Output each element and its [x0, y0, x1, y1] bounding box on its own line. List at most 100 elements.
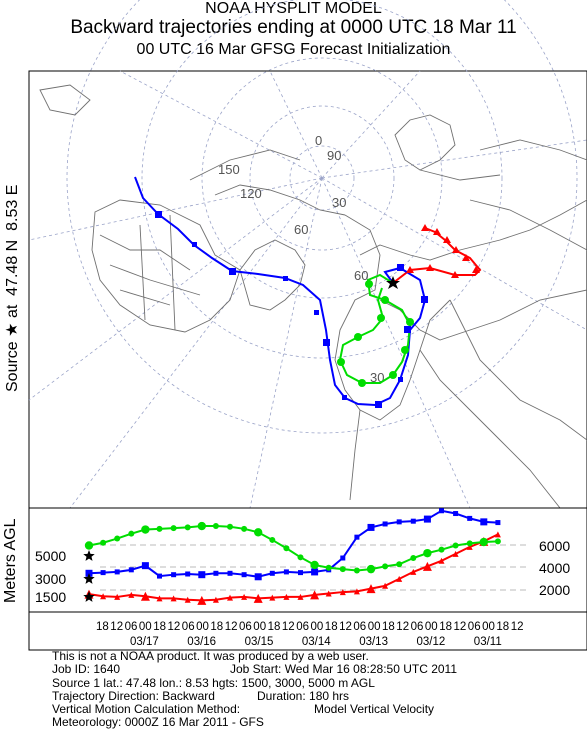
- series-point-3000-26: [453, 511, 459, 517]
- series-point-3000-22: [396, 519, 402, 525]
- time-tick-25: 12: [454, 621, 467, 633]
- series-point-1500-26: [452, 550, 459, 557]
- time-tick-6: 06: [182, 621, 195, 633]
- series-point-1500-19: [353, 588, 360, 595]
- series-point-5000-29: [494, 538, 501, 545]
- series-point-5000-0: [84, 541, 94, 550]
- info-vertical-value: Model Vertical Velocity: [314, 702, 435, 717]
- series-point-5000-4: [141, 525, 150, 534]
- series-point-1500-14: [283, 593, 290, 600]
- series-point-1500-1: [100, 593, 107, 600]
- left-tick-3000: 3000: [35, 571, 66, 587]
- time-tick-14: 06: [296, 621, 309, 633]
- series-point-1500-21: [382, 582, 389, 589]
- series-point-3000-6: [171, 572, 177, 578]
- date-label-4: 03/13: [359, 636, 388, 648]
- start-star-icon-0: [83, 550, 95, 561]
- series-point-1500-13: [269, 594, 276, 601]
- series-point-5000-23: [410, 555, 417, 562]
- series-point-1500-2: [114, 593, 121, 600]
- run-info: This is not a NOAA product. It was produ…: [52, 649, 572, 730]
- series-point-1500-10: [227, 594, 233, 601]
- series-point-1500-24: [422, 561, 432, 571]
- time-tick-5: 12: [168, 621, 181, 633]
- left-tick-5000: 5000: [35, 548, 66, 564]
- series-point-5000-15: [297, 554, 304, 561]
- series-point-1500-12: [253, 593, 263, 603]
- lon-label-0: 0: [315, 133, 322, 148]
- map-trajectory-blue: [134, 176, 427, 407]
- series-point-5000-21: [382, 563, 389, 570]
- series-point-5000-9: [212, 523, 219, 530]
- info-vertical-method: Vertical Motion Calculation Method:: [52, 702, 241, 717]
- time-tick-21: 12: [396, 621, 409, 633]
- right-tick-4000: 4000: [539, 560, 570, 576]
- series-line-1500: [88, 533, 499, 602]
- left-tick-1500: 1500: [35, 589, 66, 605]
- series-point-5000-24: [423, 548, 432, 558]
- time-tick-24: 18: [439, 621, 452, 633]
- time-ticks: 18 12 06 00 18 12 06 00 18 12 06 00 18 12 06 00 18 12 06 00…: [96, 621, 523, 633]
- series-point-3000-7: [185, 571, 191, 577]
- map-red-markers: [406, 224, 480, 278]
- series-point-5000-22: [396, 561, 403, 568]
- lat-label-60: 60: [354, 268, 368, 283]
- date-label-5: 03/12: [417, 636, 446, 648]
- profile-series: [83, 508, 501, 605]
- info-job-row: Job ID: 1640 Job Start: Wed Mar 16 08:28…: [52, 662, 572, 677]
- time-tick-3: 00: [139, 621, 152, 633]
- time-tick-27: 00: [482, 621, 495, 633]
- time-tick-15: 00: [311, 621, 324, 633]
- series-point-3000-12: [254, 573, 262, 581]
- series-point-3000-28: [480, 518, 488, 526]
- series-point-1500-8: [197, 595, 207, 605]
- time-tick-7: 00: [196, 621, 209, 633]
- series-point-3000-9: [213, 570, 219, 576]
- series-point-3000-13: [269, 570, 275, 576]
- series-point-5000-28: [479, 537, 488, 547]
- series-point-3000-18: [340, 555, 346, 561]
- time-tick-10: 06: [239, 621, 252, 633]
- series-point-3000-10: [227, 570, 233, 576]
- series-point-3000-4: [141, 562, 149, 570]
- series-point-3000-24: [423, 515, 431, 523]
- time-tick-26: 06: [468, 621, 481, 633]
- lon-label-30: 30: [332, 195, 346, 210]
- series-point-5000-17: [325, 564, 332, 571]
- start-star-icon-2: [83, 591, 95, 602]
- series-point-5000-14: [283, 545, 290, 552]
- series-point-3000-3: [128, 567, 134, 573]
- series-point-5000-11: [241, 525, 248, 532]
- time-axis-frame: [28, 611, 587, 651]
- series-point-1500-5: [156, 595, 163, 602]
- right-tick-6000: 6000: [539, 538, 570, 554]
- time-tick-12: 18: [268, 621, 281, 633]
- series-point-1500-25: [438, 557, 445, 564]
- series-point-1500-20: [366, 584, 376, 594]
- time-tick-28: 18: [496, 621, 509, 633]
- time-tick-17: 12: [339, 621, 352, 633]
- info-meteorology: Meteorology: 0000Z 16 Mar 2011 - GFS: [52, 715, 264, 730]
- time-tick-29: 12: [511, 621, 524, 633]
- series-point-1500-11: [241, 593, 248, 600]
- date-label-1: 03/16: [187, 636, 216, 648]
- series-point-5000-10: [227, 523, 233, 530]
- series-point-3000-20: [367, 523, 375, 531]
- info-disclaimer: This is not a NOAA product. It was produ…: [52, 649, 369, 663]
- series-point-5000-8: [197, 521, 206, 531]
- map-coastlines: [39, 84, 587, 509]
- map-blue-markers: [155, 211, 428, 408]
- series-point-5000-3: [128, 530, 135, 537]
- info-direction-row: Trajectory Direction: Backward Duration:…: [52, 689, 572, 703]
- series-point-1500-18: [339, 589, 346, 596]
- lat-label-30: 30: [370, 370, 384, 385]
- series-point-5000-25: [438, 546, 445, 553]
- date-label-0: 03/17: [130, 636, 159, 648]
- chart-title-line2: Backward trajectories ending at 0000 UTC…: [70, 17, 517, 38]
- time-tick-8: 18: [210, 621, 223, 633]
- info-job-id: Job ID: 1640: [52, 662, 121, 677]
- series-point-3000-15: [298, 570, 303, 576]
- time-tick-0: 18: [96, 621, 109, 633]
